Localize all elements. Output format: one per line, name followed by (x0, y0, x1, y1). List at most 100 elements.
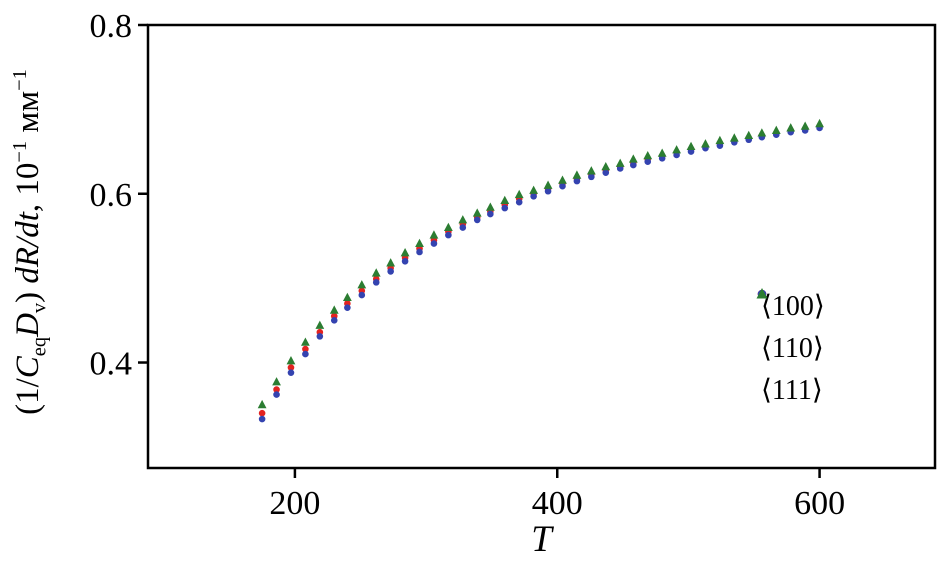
data-point (800, 121, 810, 130)
data-point (316, 333, 324, 340)
y-axis-label: (1/CeqDv) dR/dt, 10−1 мм−1 (9, 0, 51, 492)
y-ticks: 0.4 0.6 0.8 (90, 8, 148, 383)
data-point (514, 189, 524, 199)
y-label-part: D (10, 313, 46, 337)
data-point (485, 202, 495, 211)
legend-label: ⟨110⟩ (761, 333, 824, 364)
data-point (342, 292, 352, 302)
legend-label: ⟨100⟩ (761, 291, 825, 322)
data-point (572, 170, 582, 179)
data-point (586, 166, 596, 175)
data-point (529, 185, 539, 194)
data-point (472, 208, 482, 217)
data-point (371, 268, 381, 277)
data-point (500, 195, 510, 205)
triangle-marker-icon (756, 288, 768, 299)
data-point (601, 161, 611, 171)
data-point (615, 158, 625, 167)
data-point (744, 130, 754, 140)
data-point (487, 210, 494, 218)
data-point (415, 238, 424, 248)
data-point (272, 377, 281, 386)
data-point (443, 222, 453, 232)
data-point (544, 187, 552, 195)
data-point (372, 279, 380, 286)
data-point (273, 386, 280, 393)
data-point (401, 257, 409, 265)
series-0 (258, 122, 823, 417)
data-point (400, 248, 410, 257)
data-point (430, 240, 438, 247)
data-point (273, 391, 280, 398)
data-point (287, 364, 295, 371)
data-point (602, 169, 610, 176)
data-point (315, 320, 325, 329)
data-point (530, 192, 537, 200)
data-point (358, 291, 366, 299)
data-point (458, 215, 468, 224)
series-1 (258, 124, 823, 423)
y-label-part: −1 (9, 140, 31, 163)
data-point (672, 145, 682, 154)
y-label-part: C (10, 356, 46, 379)
data-point (429, 230, 439, 239)
legend-item-2: ⟨111⟩ (752, 288, 825, 411)
y-label-part: v (28, 302, 51, 314)
y-label-part: ) (10, 283, 46, 303)
x-axis-label: T (148, 518, 935, 561)
y-label-part: eq (28, 336, 51, 357)
data-point (588, 173, 595, 181)
data-point (286, 356, 296, 365)
data-point (357, 280, 367, 289)
data-point (644, 158, 652, 165)
data-point (302, 350, 309, 358)
legend: ⟨100⟩ ⟨110⟩ ⟨111⟩ (752, 285, 825, 411)
data-point (302, 345, 309, 353)
data-point (416, 248, 423, 256)
data-point (386, 258, 396, 267)
data-point (387, 268, 394, 275)
data-point (643, 150, 653, 160)
plot-frame (146, 23, 937, 470)
data-point (473, 216, 481, 224)
series-2 (257, 118, 824, 409)
y-tick-label: 0.4 (90, 346, 133, 383)
data-point (330, 317, 338, 324)
data-point (543, 180, 553, 189)
data-point (701, 139, 710, 148)
y-label-part: (1/ (10, 378, 46, 415)
data-point (301, 337, 310, 346)
y-label-part: мм (10, 90, 46, 141)
data-point (815, 118, 824, 128)
x-tick-label: 600 (794, 485, 845, 522)
data-point (257, 399, 267, 409)
data-point (258, 415, 266, 423)
data-point (329, 305, 339, 314)
legend-item-1: ⟨110⟩ (752, 289, 825, 369)
y-label-part: , 10 (10, 162, 46, 213)
data-point (630, 161, 637, 169)
data-points (257, 118, 824, 423)
data-point (287, 369, 295, 376)
data-point (573, 177, 581, 185)
x-tick-label: 200 (269, 485, 320, 522)
x-axis-label-text: T (531, 519, 552, 560)
data-point (628, 154, 638, 163)
data-point (515, 198, 523, 206)
data-point (558, 175, 567, 184)
data-point (686, 141, 696, 151)
data-point (258, 409, 266, 417)
data-point (771, 125, 781, 134)
data-point (715, 135, 725, 145)
data-point (501, 204, 509, 212)
y-tick-label: 0.8 (90, 8, 133, 45)
data-point (344, 304, 351, 311)
legend-label: ⟨111⟩ (761, 375, 823, 406)
y-label-part: dR/dt (10, 212, 46, 284)
data-point (559, 182, 566, 190)
data-point (459, 224, 467, 231)
x-tick-label: 400 (532, 485, 583, 522)
data-point (657, 148, 667, 157)
